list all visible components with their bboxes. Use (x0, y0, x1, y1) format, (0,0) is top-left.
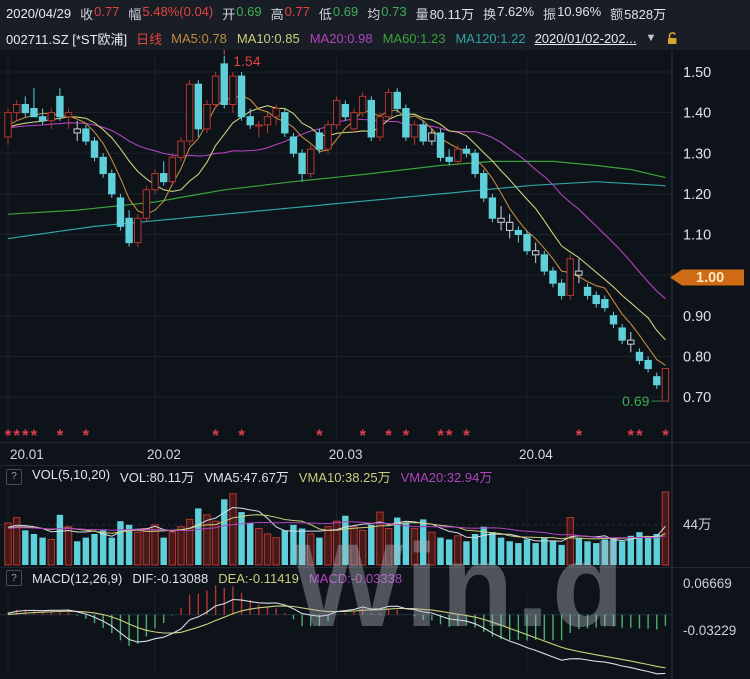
quote-field: 收 0.77 (80, 3, 120, 22)
svg-text:*: * (662, 426, 669, 445)
volume-pane-header: ? VOL(5,10,20) VOL:80.11万 VMA5:47.67万 VMA10… (6, 467, 492, 486)
event-star-markers: * * * * * * * * * * * * * * * * * * * (5, 426, 669, 445)
macd-legend: MACD(12,26,9) DIF:-0.13088 DEA:-0.11419 MAC… (32, 571, 402, 586)
volume-legend-item: VOL(5,10,20) (32, 467, 111, 482)
quote-field: 换 7.62% (483, 3, 535, 22)
svg-text:*: * (446, 426, 453, 445)
macd-legend-item: DEA:-0.11419 (218, 570, 299, 586)
svg-text:1.54: 1.54 (233, 53, 260, 69)
period-label[interactable]: 日线 (136, 31, 163, 47)
macd-pane: 0.06669 -0.03229 (7, 576, 736, 675)
svg-text:*: * (636, 426, 643, 445)
quote-field: 量 80.11万 (415, 6, 475, 22)
svg-text:*: * (57, 426, 64, 445)
volume-legend-item: VMA5:47.67万 (204, 470, 289, 485)
symbol-label: 002711.SZ [*ST欧浦] (6, 31, 128, 47)
svg-text:*: * (385, 426, 392, 445)
svg-text:*: * (437, 426, 444, 445)
ma-legend-item: MA20:0.98 (309, 30, 373, 46)
svg-text:0.80: 0.80 (683, 349, 711, 365)
ma-legend-item: MA120:1.22 (455, 30, 526, 46)
price-level-tag (670, 269, 744, 286)
dropdown-icon[interactable]: ▼ (645, 32, 657, 44)
svg-text:*: * (22, 426, 29, 445)
svg-text:1.10: 1.10 (683, 228, 711, 244)
ma-legend-item: MA60:1.23 (382, 30, 446, 46)
volume-legend-item: VMA20:32.94万 (400, 470, 493, 485)
quote-field: 额 5828万 (610, 6, 667, 22)
svg-text:20.03: 20.03 (329, 447, 363, 462)
svg-text:*: * (576, 426, 583, 445)
svg-text:*: * (5, 426, 12, 445)
svg-text:0.69: 0.69 (622, 393, 649, 409)
ma-legend-item: MA10:0.85 (236, 30, 300, 46)
svg-text:0.70: 0.70 (683, 390, 711, 406)
volume-pane: 44万 (4, 491, 712, 566)
quote-field: 开 0.69 (222, 3, 262, 22)
svg-text:44万: 44万 (683, 517, 712, 532)
macd-legend-item: DIF:-0.13088 (132, 570, 209, 586)
quote-field: 幅 5.48%(0.04) (128, 3, 214, 22)
candlesticks (4, 55, 670, 402)
unlock-icon[interactable] (665, 31, 680, 46)
quote-field: 高 0.77 (270, 3, 310, 22)
date-range-selector[interactable]: 2020/01/02-202... (534, 30, 637, 46)
quote-date: 2020/04/29 (6, 5, 72, 21)
svg-text:*: * (627, 426, 634, 445)
svg-text:-0.03229: -0.03229 (683, 623, 736, 638)
ma-legend: MA5:0.78 MA10:0.85 MA20:0.98 MA60:1.23 MA120… (171, 31, 525, 46)
quote-summary-bar: 2020/04/29 收 0.77 幅 5.48%(0.04) 开 0.69 高 0.77 低 0… (6, 1, 750, 25)
header-background (0, 0, 750, 50)
quote-field: 振 10.96% (543, 3, 602, 22)
quote-fields: 收 0.77 幅 5.48%(0.04) 开 0.69 高 0.77 低 0.69 均 0.73 量 80… (80, 4, 666, 23)
help-icon[interactable]: ? (6, 468, 22, 485)
svg-text:20.02: 20.02 (147, 447, 181, 462)
svg-text:*: * (316, 426, 323, 445)
macd-pane-header: ? MACD(12,26,9) DIF:-0.13088 DEA:-0.11419 M… (6, 570, 402, 586)
svg-text:*: * (238, 426, 245, 445)
svg-text:*: * (83, 426, 90, 445)
quote-field: 低 0.69 (318, 3, 359, 22)
svg-text:1.00: 1.00 (696, 270, 724, 286)
price-axis-labels: 1.50 1.40 1.30 1.20 1.10 1.00 0.90 0.80 0.70 (670, 65, 744, 406)
volume-legend-item: VOL:80.11万 (120, 470, 195, 485)
svg-text:0.06669: 0.06669 (683, 576, 732, 591)
svg-text:20.04: 20.04 (519, 447, 553, 462)
svg-text:1.40: 1.40 (683, 106, 711, 122)
svg-text:*: * (463, 426, 470, 445)
svg-text:*: * (13, 426, 20, 445)
volume-legend-item: VMA10:38.25万 (298, 470, 391, 485)
svg-text:*: * (359, 426, 366, 445)
svg-text:0.90: 0.90 (683, 309, 711, 325)
price-annotations: 1.54 0.69 (223, 48, 662, 409)
macd-legend-item: MACD:-0.03338 (308, 570, 403, 586)
svg-text:1.30: 1.30 (683, 146, 711, 162)
volume-legend: VOL(5,10,20) VOL:80.11万 VMA5:47.67万 VMA10:3… (32, 467, 492, 486)
chart-toolbar: 002711.SZ [*ST欧浦] 日线 MA5:0.78 MA10:0.85 MA… (6, 26, 750, 50)
macd-legend-item: MACD(12,26,9) (32, 570, 123, 586)
svg-text:1.20: 1.20 (683, 187, 711, 203)
time-axis-labels: 20.01 20.02 20.03 20.04 (10, 447, 553, 462)
svg-text:*: * (403, 426, 410, 445)
svg-text:1.50: 1.50 (683, 65, 711, 81)
svg-text:20.01: 20.01 (10, 447, 44, 462)
ma-legend-item: MA5:0.78 (171, 30, 227, 46)
help-icon[interactable]: ? (6, 570, 22, 586)
quote-field: 均 0.73 (367, 3, 407, 22)
svg-text:*: * (212, 426, 219, 445)
svg-text:*: * (31, 426, 38, 445)
